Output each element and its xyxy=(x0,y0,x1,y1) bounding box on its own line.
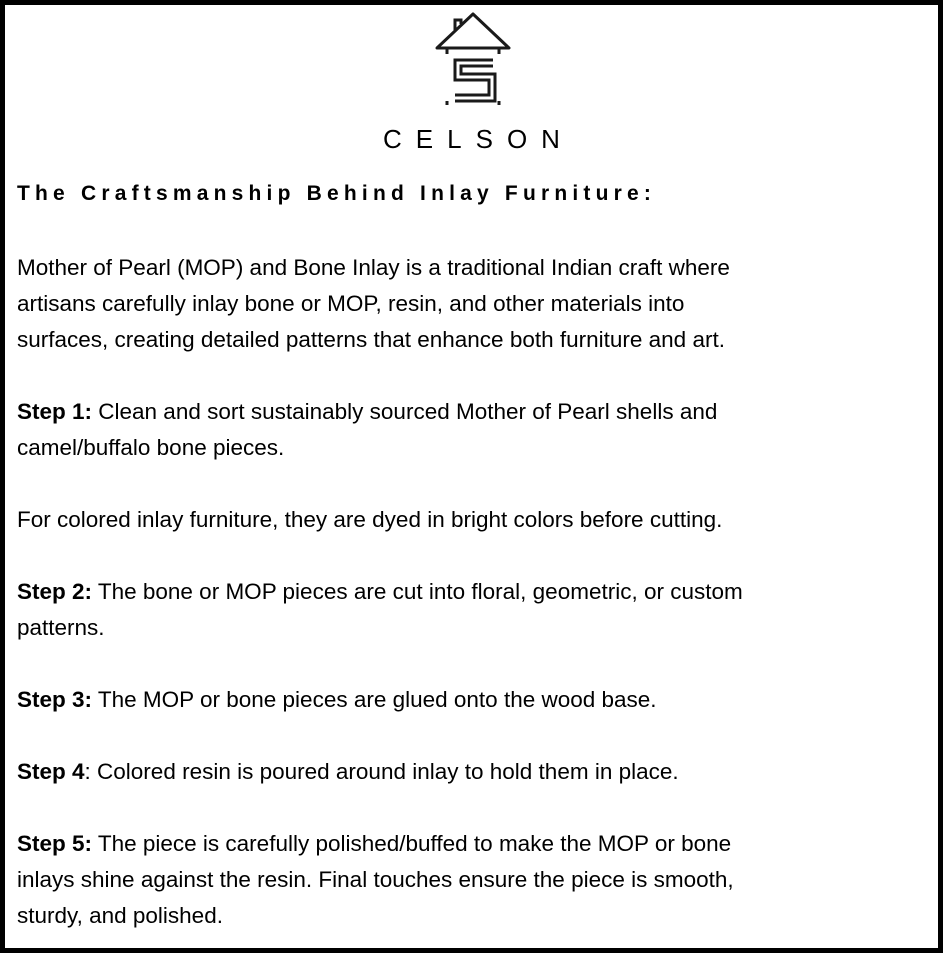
step-3: Step 3: The MOP or bone pieces are glued… xyxy=(17,682,657,718)
note-text: For colored inlay furniture, they are dy… xyxy=(17,507,723,532)
step-label: Step 4 xyxy=(17,759,85,784)
intro-line: Mother of Pearl (MOP) and Bone Inlay is … xyxy=(17,255,730,280)
step-label: Step 5: xyxy=(17,831,93,856)
step-text: : Colored resin is poured around inlay t… xyxy=(84,759,679,784)
step-label: Step 2: xyxy=(17,579,93,604)
step-text: sturdy, and polished. xyxy=(17,903,223,928)
step-2: Step 2: The bone or MOP pieces are cut i… xyxy=(17,574,743,610)
step-text: Clean and sort sustainably sourced Mothe… xyxy=(92,399,718,424)
page-heading: The Craftsmanship Behind Inlay Furniture… xyxy=(17,182,657,205)
step-label: Step 1: xyxy=(17,399,93,424)
step-1: Step 1: Clean and sort sustainably sourc… xyxy=(17,394,717,430)
step-text: The piece is carefully polished/buffed t… xyxy=(92,831,732,856)
step-4: Step 4: Colored resin is poured around i… xyxy=(17,754,679,790)
intro-line: surfaces, creating detailed patterns tha… xyxy=(17,327,725,352)
step-text: patterns. xyxy=(17,615,105,640)
step-text: inlays shine against the resin. Final to… xyxy=(17,867,734,892)
step-5: Step 5: The piece is carefully polished/… xyxy=(17,826,731,862)
intro-line: artisans carefully inlay bone or MOP, re… xyxy=(17,291,685,316)
step-text: camel/buffalo bone pieces. xyxy=(17,435,285,460)
brand-name: CELSON xyxy=(383,124,574,154)
house-c-logo-icon xyxy=(435,12,511,105)
step-label: Step 3: xyxy=(17,687,93,712)
step-text: The MOP or bone pieces are glued onto th… xyxy=(92,687,657,712)
step-text: The bone or MOP pieces are cut into flor… xyxy=(92,579,743,604)
